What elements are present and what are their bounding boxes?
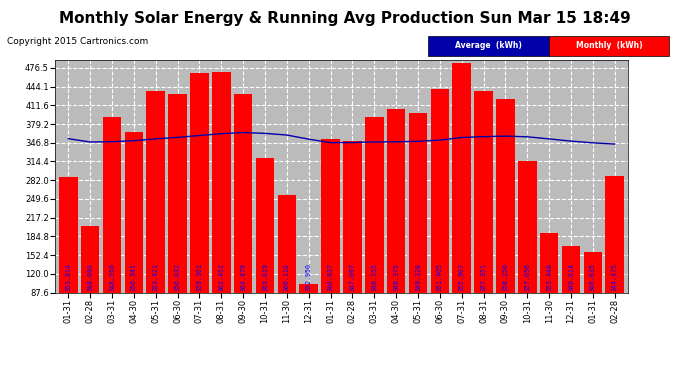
Text: 353.421: 353.421 [152, 263, 159, 291]
Text: 353.448: 353.448 [546, 263, 552, 291]
Text: 348.095: 348.095 [87, 263, 93, 291]
Text: 346.635: 346.635 [590, 263, 596, 291]
Text: 348.550: 348.550 [109, 263, 115, 291]
Text: Monthly Solar Energy & Running Avg Production Sun Mar 15 18:49: Monthly Solar Energy & Running Avg Produ… [59, 11, 631, 26]
Bar [234, 93, 253, 292]
Text: 360.110: 360.110 [284, 263, 290, 291]
Text: Average  (kWh): Average (kWh) [455, 42, 522, 51]
Text: 346.937: 346.937 [328, 263, 334, 291]
Text: 350.341: 350.341 [131, 263, 137, 291]
Text: 352.950: 352.950 [306, 263, 312, 291]
Text: 347.097: 347.097 [349, 263, 355, 291]
Text: 353.814: 353.814 [66, 263, 71, 291]
Text: 348.155: 348.155 [371, 263, 377, 291]
Text: 349.328: 349.328 [415, 263, 421, 291]
Text: 362.452: 362.452 [218, 263, 224, 291]
Text: 357.056: 357.056 [524, 263, 531, 291]
Bar [606, 176, 624, 292]
Bar [474, 91, 493, 292]
Text: 357.351: 357.351 [481, 263, 486, 291]
Bar [299, 284, 318, 292]
Bar [125, 132, 144, 292]
Bar [431, 89, 449, 292]
Bar [59, 177, 77, 292]
Text: Monthly  (kWh): Monthly (kWh) [575, 42, 642, 51]
Bar [584, 252, 602, 292]
Text: 364.479: 364.479 [240, 263, 246, 291]
Text: 359.301: 359.301 [197, 263, 202, 291]
Bar [540, 233, 558, 292]
Bar [81, 226, 99, 292]
Text: 348.375: 348.375 [393, 263, 400, 291]
Bar [256, 158, 275, 292]
Bar [562, 246, 580, 292]
Bar [190, 73, 209, 292]
Bar [453, 63, 471, 292]
Text: 355.907: 355.907 [459, 263, 465, 291]
Bar [277, 195, 296, 292]
Bar [212, 72, 230, 292]
Text: 351.405: 351.405 [437, 263, 443, 291]
Bar [365, 117, 384, 292]
Bar [518, 161, 537, 292]
Bar [408, 112, 427, 292]
Text: 358.250: 358.250 [502, 263, 509, 291]
Bar [168, 93, 187, 292]
Text: 363.019: 363.019 [262, 263, 268, 291]
Text: Copyright 2015 Cartronics.com: Copyright 2015 Cartronics.com [7, 38, 148, 46]
Text: 349.614: 349.614 [568, 263, 574, 291]
Bar [496, 99, 515, 292]
Bar [103, 117, 121, 292]
Bar [322, 139, 340, 292]
Text: 356.032: 356.032 [175, 263, 181, 291]
Text: 344.475: 344.475 [612, 263, 618, 291]
Bar [387, 108, 406, 292]
Bar [343, 141, 362, 292]
Bar [146, 91, 165, 292]
